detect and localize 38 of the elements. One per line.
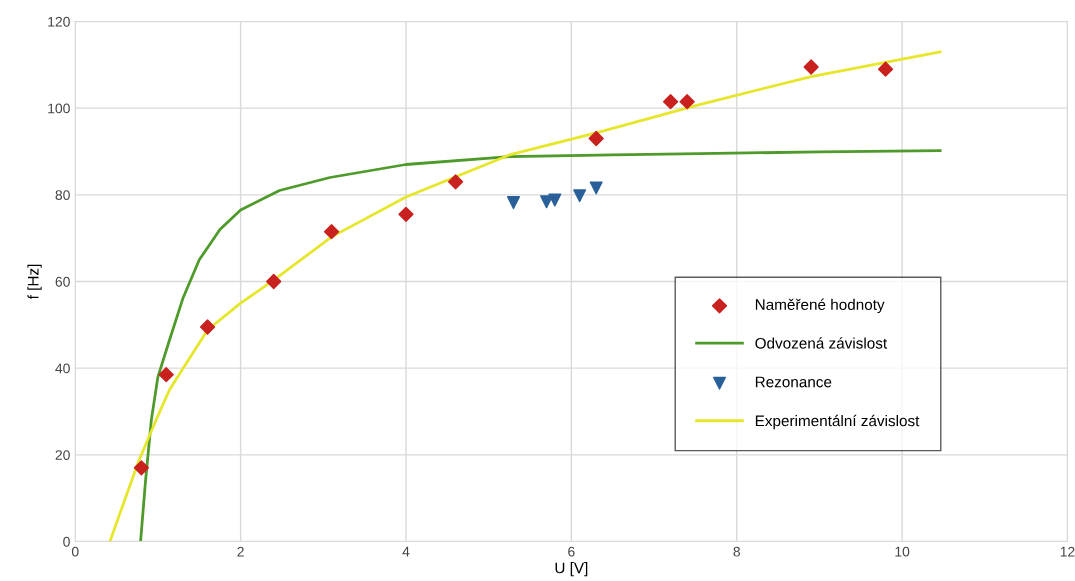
legend-label: Experimentální závislost: [755, 414, 920, 430]
point: [679, 94, 695, 110]
y-tick-label: 0: [63, 536, 70, 547]
point: [398, 206, 414, 222]
point: [548, 193, 562, 207]
x-tick-label: 8: [733, 546, 740, 557]
point: [662, 94, 679, 110]
legend-label: Odvozená závislost: [755, 337, 888, 349]
y-tick-label: 40: [55, 363, 70, 374]
line-series: [108, 50, 942, 542]
x-tick-label: 0: [71, 546, 79, 557]
x-tick-label: 2: [237, 546, 244, 557]
y-tick-label: 80: [55, 190, 70, 200]
legend-label: Naměřené hodnoty: [755, 298, 885, 314]
y-tick-label: 100: [48, 103, 70, 114]
x-tick-label: 12: [1060, 546, 1075, 557]
point: [573, 189, 587, 203]
x-tick-label: 4: [402, 546, 410, 557]
point: [133, 460, 150, 476]
x-axis-title: U [V]: [555, 562, 588, 577]
point: [506, 196, 520, 210]
point: [323, 224, 340, 240]
y-tick-label: 20: [55, 450, 70, 460]
point: [266, 273, 282, 290]
y-tick-label: 120: [48, 16, 70, 27]
legend-label: Rezonance: [755, 376, 832, 388]
y-axis-title: f [Hz]: [27, 264, 42, 300]
point: [588, 130, 604, 147]
line-series: [139, 149, 942, 542]
point: [199, 319, 216, 335]
point: [158, 367, 174, 383]
point: [447, 174, 464, 190]
x-tick-label: 6: [568, 546, 575, 557]
point: [803, 59, 819, 75]
point: [589, 181, 603, 195]
x-tick-label: 10: [895, 546, 910, 557]
point: [877, 61, 894, 77]
y-tick-label: 60: [55, 276, 70, 287]
